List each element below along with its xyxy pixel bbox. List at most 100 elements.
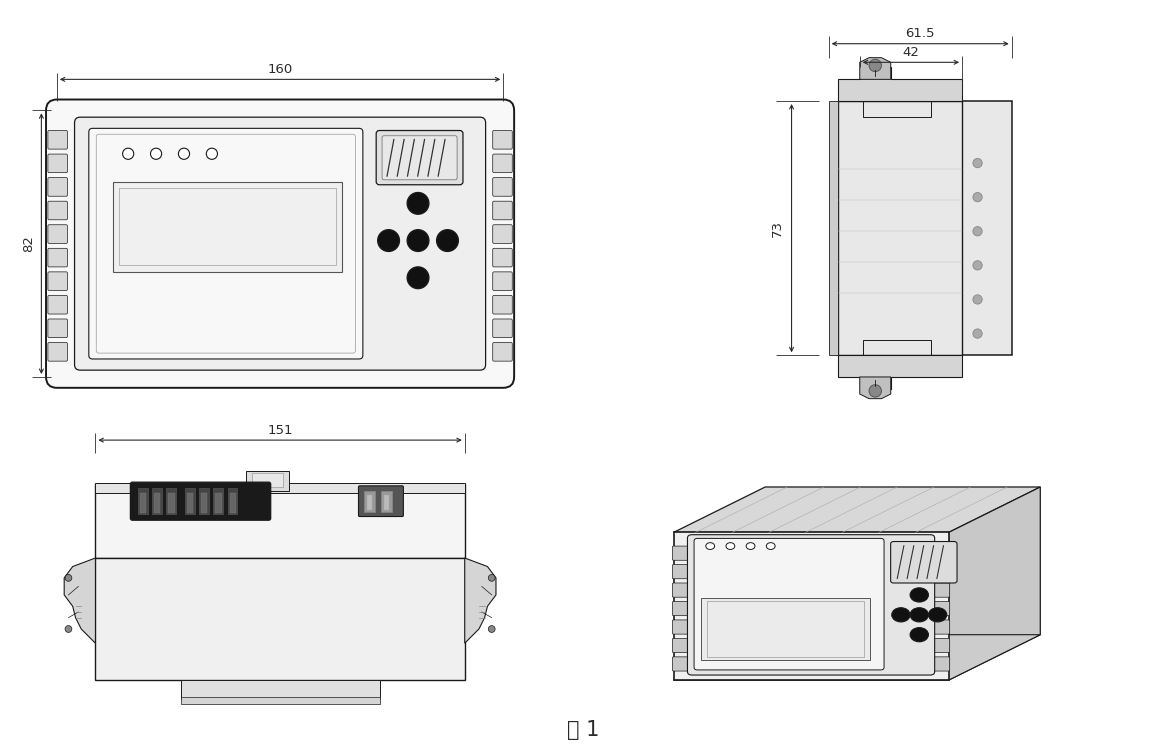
Bar (113, 182, 342, 272)
Bar (706, 601, 865, 657)
Text: 73: 73 (771, 219, 784, 237)
FancyBboxPatch shape (48, 154, 68, 173)
FancyBboxPatch shape (358, 486, 404, 516)
Polygon shape (673, 635, 1040, 680)
FancyBboxPatch shape (492, 272, 512, 290)
FancyBboxPatch shape (48, 178, 68, 196)
Text: 82: 82 (22, 235, 35, 252)
FancyBboxPatch shape (492, 154, 512, 173)
FancyBboxPatch shape (934, 565, 950, 579)
Circle shape (973, 193, 983, 202)
Circle shape (869, 385, 881, 397)
FancyBboxPatch shape (890, 542, 957, 583)
FancyBboxPatch shape (492, 178, 512, 196)
Circle shape (407, 267, 429, 289)
Circle shape (892, 608, 910, 622)
Bar (962, 101, 1012, 355)
Polygon shape (673, 533, 949, 680)
Bar (138, 488, 148, 514)
FancyBboxPatch shape (48, 272, 68, 290)
Circle shape (123, 148, 134, 159)
FancyBboxPatch shape (672, 638, 689, 652)
FancyBboxPatch shape (934, 657, 950, 671)
FancyBboxPatch shape (687, 535, 935, 675)
Polygon shape (64, 558, 96, 644)
FancyBboxPatch shape (492, 201, 512, 219)
FancyBboxPatch shape (382, 135, 457, 180)
Circle shape (436, 230, 459, 251)
Bar (200, 488, 209, 514)
Bar (246, 472, 288, 491)
Bar (187, 493, 194, 513)
Bar (96, 484, 464, 558)
Bar (215, 493, 222, 513)
FancyBboxPatch shape (934, 583, 950, 597)
Polygon shape (860, 58, 890, 80)
Bar (384, 495, 390, 510)
Polygon shape (949, 487, 1040, 680)
Circle shape (65, 626, 72, 632)
FancyBboxPatch shape (46, 100, 515, 388)
Bar (119, 187, 336, 266)
FancyBboxPatch shape (48, 225, 68, 243)
Circle shape (869, 60, 881, 71)
Bar (181, 697, 379, 705)
Bar (184, 488, 195, 514)
Bar (140, 493, 146, 513)
Circle shape (973, 158, 983, 167)
Bar (214, 488, 223, 514)
FancyBboxPatch shape (48, 295, 68, 314)
Circle shape (488, 574, 495, 581)
Circle shape (973, 227, 983, 236)
Circle shape (706, 542, 714, 550)
FancyBboxPatch shape (48, 248, 68, 267)
FancyBboxPatch shape (492, 295, 512, 314)
Text: 151: 151 (267, 423, 293, 437)
FancyBboxPatch shape (48, 342, 68, 361)
Bar (701, 597, 869, 660)
Bar (152, 488, 162, 514)
FancyBboxPatch shape (492, 319, 512, 338)
Text: 160: 160 (267, 62, 293, 76)
Text: 42: 42 (902, 45, 920, 59)
Circle shape (910, 588, 929, 602)
Circle shape (746, 542, 755, 550)
Bar (181, 680, 379, 699)
FancyBboxPatch shape (376, 130, 463, 185)
Circle shape (973, 295, 983, 304)
FancyBboxPatch shape (934, 546, 950, 560)
Bar (96, 558, 464, 680)
FancyBboxPatch shape (89, 128, 363, 359)
FancyBboxPatch shape (492, 248, 512, 267)
Bar (167, 488, 176, 514)
Bar (228, 488, 237, 514)
FancyBboxPatch shape (672, 657, 689, 671)
Circle shape (179, 148, 189, 159)
FancyBboxPatch shape (492, 130, 512, 149)
FancyBboxPatch shape (75, 117, 485, 370)
Circle shape (488, 626, 495, 632)
Bar (364, 491, 376, 512)
FancyBboxPatch shape (131, 482, 271, 520)
FancyBboxPatch shape (48, 201, 68, 219)
Bar (96, 483, 464, 493)
FancyBboxPatch shape (694, 539, 885, 670)
Polygon shape (464, 558, 496, 644)
FancyBboxPatch shape (48, 319, 68, 338)
FancyBboxPatch shape (934, 601, 950, 616)
Circle shape (207, 148, 217, 159)
Circle shape (65, 574, 72, 581)
Bar (380, 491, 392, 512)
FancyBboxPatch shape (672, 601, 689, 616)
Bar (201, 493, 208, 513)
FancyBboxPatch shape (48, 130, 68, 149)
Bar (252, 472, 282, 487)
FancyBboxPatch shape (492, 225, 512, 243)
Polygon shape (860, 377, 890, 399)
Bar (168, 493, 175, 513)
FancyBboxPatch shape (672, 620, 689, 634)
FancyBboxPatch shape (672, 583, 689, 597)
FancyBboxPatch shape (672, 546, 689, 560)
Circle shape (407, 230, 429, 251)
Bar (154, 493, 161, 513)
